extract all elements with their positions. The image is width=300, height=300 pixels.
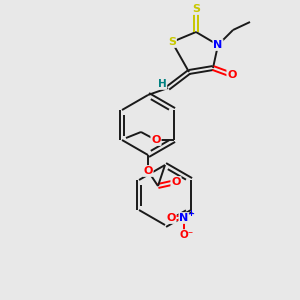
Text: O: O (171, 177, 181, 187)
Text: S: S (192, 4, 200, 14)
Text: O⁻: O⁻ (180, 230, 194, 240)
Text: S: S (168, 37, 176, 47)
Text: O: O (143, 166, 153, 176)
Text: N: N (179, 213, 189, 223)
Text: N: N (213, 40, 223, 50)
Text: O: O (227, 70, 237, 80)
Text: O: O (166, 213, 176, 223)
Text: +: + (188, 208, 194, 217)
Text: H: H (158, 79, 166, 89)
Text: O: O (151, 135, 161, 145)
